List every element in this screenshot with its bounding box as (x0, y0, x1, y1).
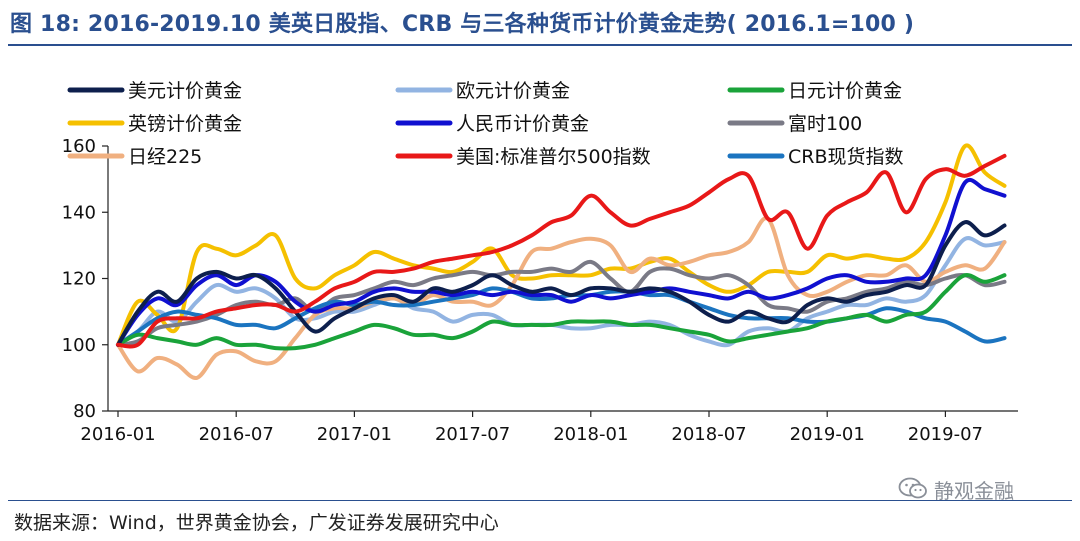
series-line-0 (116, 220, 1007, 347)
y-tick-label: 80 (73, 401, 96, 422)
legend-label-8: CRB现货指数 (788, 146, 904, 168)
wechat-icon (898, 477, 927, 499)
chart-series-lines (116, 143, 1007, 380)
x-tick-label: 2017-01 (317, 424, 392, 445)
series-line-7 (116, 153, 1007, 349)
x-tick-label: 2019-07 (908, 424, 983, 445)
legend-label-6: 日经225 (128, 146, 202, 168)
series-line-4 (116, 177, 1007, 347)
x-tick-label: 2016-01 (80, 424, 155, 445)
x-tick-label: 2018-07 (671, 424, 746, 445)
line-chart: 80 100 120 140 160 2016-01 2016-07 2017-01 2017-… (62, 80, 1018, 445)
x-tick-label: 2018-01 (553, 424, 628, 445)
legend-label-0: 美元计价黄金 (128, 80, 242, 102)
x-tick-label: 2016-07 (199, 424, 274, 445)
legend-label-3: 英镑计价黄金 (128, 113, 242, 135)
y-tick-label: 160 (62, 136, 96, 157)
legend-label-1: 欧元计价黄金 (456, 80, 570, 102)
chart-title: 图 18: 2016-2019.10 美英日股指、CRB 与三各种货币计价黄金走… (10, 12, 915, 37)
x-tick-label: 2019-01 (790, 424, 865, 445)
series-line-1 (116, 236, 1007, 348)
legend-label-2: 日元计价黄金 (788, 80, 902, 102)
y-tick-label: 100 (62, 335, 96, 356)
series-line-2 (116, 273, 1007, 351)
y-tick-label: 120 (62, 269, 96, 290)
chart-axes: 80 100 120 140 160 2016-01 2016-07 2017-01 2017-… (62, 136, 1018, 445)
watermark: 静观金融 (898, 474, 1014, 504)
legend-label-4: 人民币计价黄金 (456, 113, 589, 135)
legend-label-7: 美国:标准普尔500指数 (456, 146, 651, 168)
series-line-3 (116, 143, 1007, 347)
source-divider (8, 500, 1072, 501)
watermark-text: 静观金融 (934, 478, 1014, 503)
legend-label-5: 富时100 (788, 113, 862, 135)
title-divider (8, 44, 1072, 46)
source-note: 数据来源：Wind，世界黄金协会，广发证券发展研究中心 (14, 512, 499, 534)
x-tick-label: 2017-07 (435, 424, 510, 445)
y-tick-label: 140 (62, 202, 96, 223)
